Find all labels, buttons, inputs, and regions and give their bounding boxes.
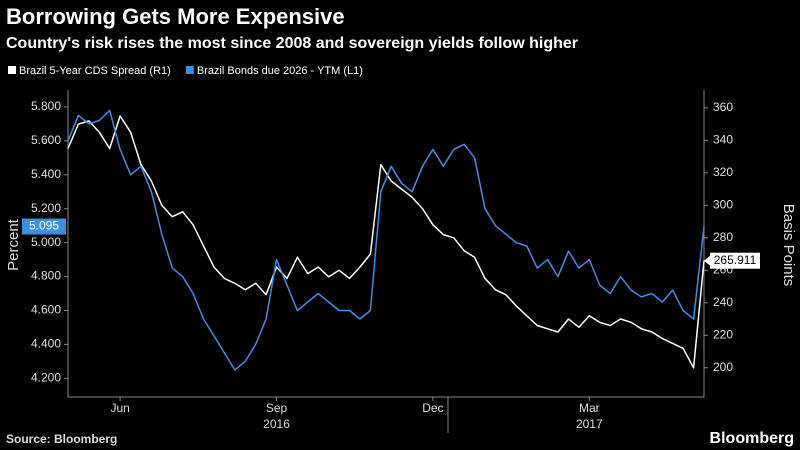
x-tick-label: Dec (422, 401, 443, 415)
x-tick-label: Mar (579, 401, 600, 415)
legend-swatch (8, 66, 16, 74)
y-tick-label: 4.200 (31, 371, 61, 385)
y-tick-label: 4.400 (31, 337, 61, 351)
y-tick-label: 4.600 (31, 303, 61, 317)
x-tick-label: Jun (110, 401, 129, 415)
source: Source: Bloomberg (6, 432, 117, 446)
series-line (67, 115, 705, 369)
chart-title: Borrowing Gets More Expensive (6, 4, 345, 29)
legend-label: Brazil 5-Year CDS Spread (R1) (19, 65, 171, 77)
y2-tick-label: 220 (713, 327, 733, 341)
y2-axis-title: Basis Points (780, 204, 797, 287)
y2-tick-label: 280 (713, 230, 733, 244)
x-tick-label: Sep (266, 401, 288, 415)
y-tick-label: 5.200 (31, 201, 61, 215)
y-tick-label: 4.800 (31, 269, 61, 283)
year-label: 2017 (576, 417, 603, 431)
y2-tick-label: 200 (713, 360, 733, 374)
series-line (67, 109, 705, 371)
y-tick-label: 5.000 (31, 235, 61, 249)
legend-label: Brazil Bonds due 2026 - YTM (L1) (197, 65, 363, 77)
y-tick-label: 5.400 (31, 167, 61, 181)
year-label: 2016 (263, 417, 290, 431)
last-value-pointer (704, 255, 710, 266)
brand: Bloomberg (710, 430, 794, 447)
last-value-label: 5.095 (29, 219, 59, 233)
y2-tick-label: 320 (713, 165, 733, 179)
y-tick-label: 5.800 (31, 99, 61, 113)
y2-tick-label: 340 (713, 133, 733, 147)
chart-subtitle: Country's risk rises the most since 2008… (6, 35, 578, 52)
legend-swatch (185, 66, 194, 74)
y-tick-label: 5.600 (31, 133, 61, 147)
last-value-label: 265.911 (714, 253, 757, 267)
y-axis-title: Percent (5, 218, 22, 271)
y2-tick-label: 300 (713, 197, 733, 211)
y2-tick-label: 240 (713, 295, 733, 309)
last-value-box (710, 252, 760, 269)
y2-tick-label: 360 (713, 100, 733, 114)
last-value-box (22, 218, 66, 235)
